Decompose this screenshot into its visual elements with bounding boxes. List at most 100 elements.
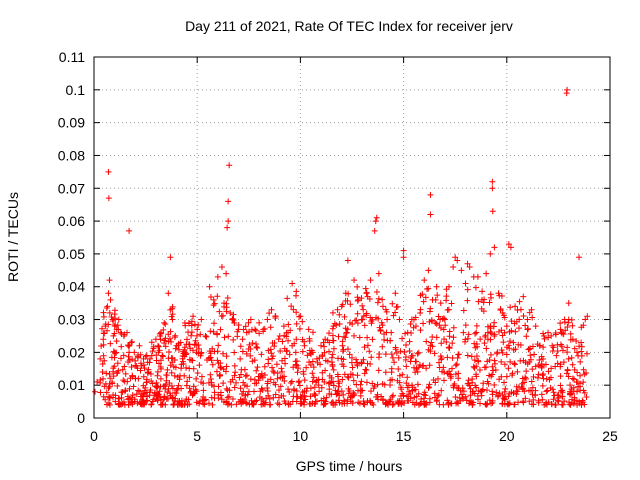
data-point: [422, 294, 429, 301]
data-point: [281, 345, 288, 352]
data-point: [388, 329, 395, 336]
data-point: [265, 360, 272, 367]
data-point: [296, 382, 303, 389]
data-point: [271, 369, 278, 376]
data-point: [303, 364, 310, 371]
data-point: [529, 384, 536, 391]
data-point: [341, 333, 348, 340]
data-point: [443, 339, 450, 346]
data-point: [107, 296, 114, 303]
data-point: [523, 368, 530, 375]
data-point: [256, 394, 263, 401]
data-point: [267, 376, 274, 383]
data-point: [437, 300, 444, 307]
data-point: [498, 293, 505, 300]
data-point: [143, 397, 150, 404]
data-point: [289, 398, 296, 405]
data-point: [420, 362, 427, 369]
data-point: [103, 389, 110, 396]
data-point: [567, 390, 574, 397]
data-point: [356, 400, 363, 407]
data-point: [530, 396, 537, 403]
data-point: [487, 336, 494, 343]
data-point: [125, 358, 132, 365]
data-point: [355, 296, 362, 303]
data-point: [229, 376, 236, 383]
data-point: [154, 372, 161, 379]
data-point: [277, 383, 284, 390]
data-point: [576, 254, 583, 261]
data-point: [291, 387, 298, 394]
data-point: [188, 332, 195, 339]
data-point: [176, 376, 183, 383]
data-point: [356, 334, 363, 341]
data-point: [224, 224, 231, 231]
data-point: [175, 401, 182, 408]
data-point: [565, 300, 572, 307]
data-point: [362, 285, 369, 292]
data-point: [465, 331, 472, 338]
data-point: [408, 316, 415, 323]
data-point: [141, 365, 148, 372]
data-point: [223, 363, 230, 370]
data-point: [209, 361, 216, 368]
data-point: [433, 283, 440, 290]
data-point: [275, 336, 282, 343]
data-point: [420, 320, 427, 327]
data-point: [207, 293, 214, 300]
data-point: [404, 397, 411, 404]
data-point: [242, 323, 249, 330]
data-point: [129, 356, 136, 363]
data-point: [576, 400, 583, 407]
data-point: [463, 397, 470, 404]
data-point: [487, 250, 494, 257]
data-point: [282, 360, 289, 367]
data-point: [318, 384, 325, 391]
data-point: [558, 401, 565, 408]
data-point: [342, 290, 349, 297]
data-point: [520, 399, 527, 406]
data-point: [160, 326, 167, 333]
data-point: [368, 388, 375, 395]
data-point: [235, 326, 242, 333]
data-point: [200, 393, 207, 400]
data-point: [375, 315, 382, 322]
data-point: [369, 336, 376, 343]
data-point: [225, 218, 232, 225]
data-point: [519, 386, 526, 393]
data-point: [389, 354, 396, 361]
data-point: [428, 339, 435, 346]
data-point: [280, 323, 287, 330]
data-point: [231, 319, 238, 326]
data-point: [330, 382, 337, 389]
data-point: [267, 401, 274, 408]
data-point: [193, 349, 200, 356]
data-point: [173, 386, 180, 393]
data-point: [283, 333, 290, 340]
data-point: [192, 337, 199, 344]
data-point: [538, 391, 545, 398]
data-point: [106, 277, 113, 284]
data-point: [267, 324, 274, 331]
data-point: [584, 313, 591, 320]
data-point: [330, 345, 337, 352]
data-point: [251, 398, 258, 405]
data-point: [486, 372, 493, 379]
points-layer: [92, 86, 591, 395]
data-point: [264, 387, 271, 394]
data-point: [581, 371, 588, 378]
data-point: [523, 333, 530, 340]
data-point: [154, 383, 161, 390]
data-point: [539, 372, 546, 379]
data-point: [508, 327, 515, 334]
data-point: [237, 371, 244, 378]
data-point: [169, 385, 176, 392]
data-point: [148, 378, 155, 385]
data-point: [211, 320, 218, 327]
data-point: [233, 379, 240, 386]
data-point: [346, 319, 353, 326]
data-point: [569, 361, 576, 368]
data-point: [246, 401, 253, 408]
data-point: [459, 391, 466, 398]
data-point: [506, 345, 513, 352]
